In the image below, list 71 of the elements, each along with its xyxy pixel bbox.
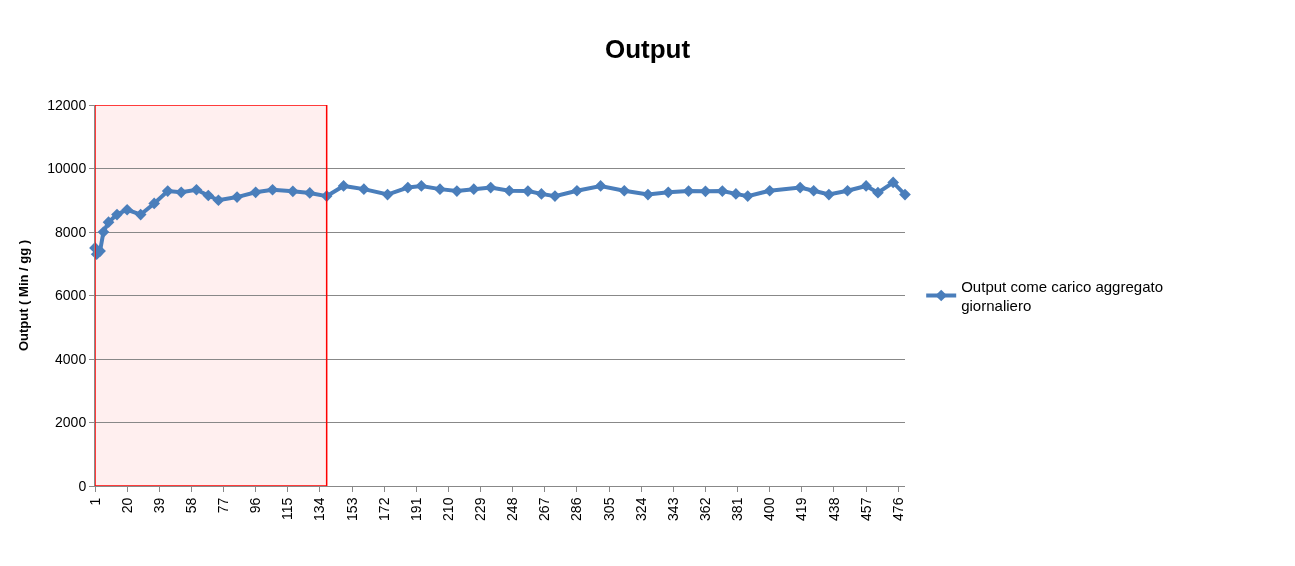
chart-title: Output [604, 33, 691, 64]
point [415, 180, 428, 192]
point [594, 180, 607, 192]
x-tick-label: 419 [793, 497, 810, 521]
y-tick-label: 6000 [55, 287, 87, 304]
y-tick-label: 4000 [55, 350, 87, 367]
x-tick-label: 476 [889, 497, 906, 521]
point [97, 226, 110, 238]
x-tick-label: 172 [375, 497, 392, 521]
point [358, 183, 370, 195]
point [872, 186, 884, 199]
point [212, 194, 225, 207]
point [161, 185, 174, 197]
legend-label: Output come carico aggregato giornaliero [961, 277, 1163, 315]
x-tick-label: 400 [761, 497, 778, 521]
point [887, 176, 900, 189]
point [841, 184, 854, 197]
x-tick-label: 362 [697, 497, 714, 521]
point [642, 188, 654, 201]
point [549, 190, 561, 202]
point [381, 188, 394, 201]
point [287, 185, 299, 198]
point [763, 184, 776, 197]
x-tick-label: 1 [86, 497, 103, 506]
point [148, 197, 161, 210]
x-tick-label: 343 [664, 497, 681, 521]
y-tick-label: 0 [78, 477, 87, 494]
x-tick-label: 134 [311, 497, 328, 521]
point [401, 181, 414, 194]
x-tick-label: 20 [118, 497, 135, 514]
point [202, 189, 215, 202]
point [860, 180, 872, 192]
y-tick-label: 12000 [47, 96, 87, 113]
x-tick-label: 153 [343, 497, 360, 521]
x-tick-label: 39 [150, 497, 167, 514]
x-tick-label: 58 [182, 497, 199, 514]
x-tick-label: 210 [439, 497, 456, 521]
x-tick-label: 305 [600, 497, 617, 521]
x-tick-label: 115 [279, 497, 296, 520]
point [175, 186, 188, 199]
point [730, 188, 742, 200]
x-tick-label: 381 [729, 497, 746, 521]
x-tick-label: 267 [536, 497, 553, 521]
x-tick-label: 77 [215, 497, 232, 514]
point [190, 183, 203, 196]
point [434, 183, 446, 195]
point [111, 208, 123, 221]
y-tick-label: 2000 [55, 414, 87, 431]
y-tick-label: 8000 [55, 223, 87, 240]
x-tick-label: 286 [568, 497, 585, 521]
point [134, 208, 147, 221]
x-tick-label: 438 [825, 497, 842, 521]
point [102, 216, 115, 229]
x-tick-label: 229 [472, 497, 489, 521]
point [571, 184, 583, 197]
point [337, 180, 350, 192]
point [535, 188, 548, 200]
x-tick-label: 324 [632, 497, 649, 521]
point [451, 185, 463, 197]
point [823, 188, 835, 201]
x-tick-label: 248 [504, 497, 521, 521]
point [899, 188, 911, 201]
point [618, 184, 631, 197]
point [121, 203, 133, 216]
x-tick-label: 96 [247, 497, 264, 514]
point [249, 186, 262, 199]
x-tick-label: 457 [857, 497, 874, 521]
y-tick-label: 10000 [47, 160, 87, 177]
x-tick-label: 191 [407, 497, 424, 521]
point [807, 184, 820, 197]
y-axis-title: Output ( Min / gg ) [16, 239, 32, 352]
